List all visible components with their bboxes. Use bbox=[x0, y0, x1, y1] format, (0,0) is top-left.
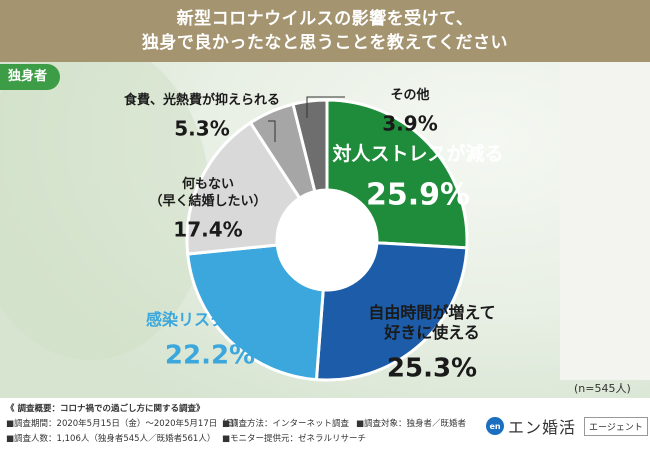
title-line-1: 新型コロナウイルスの影響を受けて、 bbox=[176, 9, 474, 29]
logo-text: エン婚活 bbox=[508, 418, 577, 437]
slice-percent: 25.3% bbox=[387, 354, 477, 384]
survey-target: ■調査対象：独身者／既婚者 bbox=[356, 419, 467, 429]
pie-slice bbox=[325, 98, 469, 250]
title-banner: 新型コロナウイルスの影響を受けて、 独身で良かったなと思うことを教えてください bbox=[0, 0, 650, 62]
brand-logo: en エン婚活 エージェント bbox=[486, 414, 648, 438]
respondent-tag: 独身者 bbox=[0, 64, 60, 90]
survey-period: ■調査期間：2020年5月15日（金）〜2020年5月17日（日） bbox=[6, 419, 243, 429]
survey-method: ■調査方法：インターネット調査 bbox=[222, 419, 350, 429]
slice-percent: 17.4% bbox=[173, 217, 242, 241]
slice-label: 何もない bbox=[182, 176, 234, 192]
logo-mark: en bbox=[486, 417, 504, 435]
slice-label: その他 bbox=[390, 87, 429, 103]
slice-label: 感染リスクが減る bbox=[146, 310, 274, 329]
survey-title: 《 調査概要：コロナ禍での過ごし方に関する調査》 bbox=[6, 404, 205, 414]
pie-slice bbox=[291, 98, 329, 194]
sample-size: (n=545人) bbox=[574, 382, 631, 395]
slice-percent: 3.9% bbox=[382, 111, 437, 135]
footer: 《 調査概要：コロナ禍での過ごし方に関する調査》 ■調査期間：2020年5月15… bbox=[0, 398, 650, 450]
slice-label: 好きに使える bbox=[383, 323, 480, 342]
slice-label: 対人ストレスが減る bbox=[331, 142, 503, 165]
title-line-2: 独身で良かったなと思うことを教えてください bbox=[141, 33, 509, 53]
slice-percent: 22.2% bbox=[165, 341, 255, 371]
survey-count: ■調査人数：1,106人（独身者545人／既婚者561人） bbox=[6, 434, 216, 444]
donut-hole bbox=[278, 191, 376, 289]
logo-sub: エージェント bbox=[584, 416, 648, 436]
slice-percent: 25.9% bbox=[366, 178, 470, 213]
slice-label: （早く結婚したい） bbox=[149, 193, 266, 209]
slice-percent: 5.3% bbox=[174, 116, 229, 140]
slice-label: 食費、光熱費が抑えられる bbox=[124, 92, 280, 108]
slice-label: 自由時間が増えて bbox=[368, 303, 495, 322]
leader-line bbox=[268, 120, 276, 142]
pie-slice bbox=[186, 243, 325, 382]
pie-slice bbox=[314, 241, 469, 382]
leader-line bbox=[306, 96, 345, 118]
survey-provider: ■モニター提供元：ゼネラルリサーチ bbox=[222, 434, 367, 444]
